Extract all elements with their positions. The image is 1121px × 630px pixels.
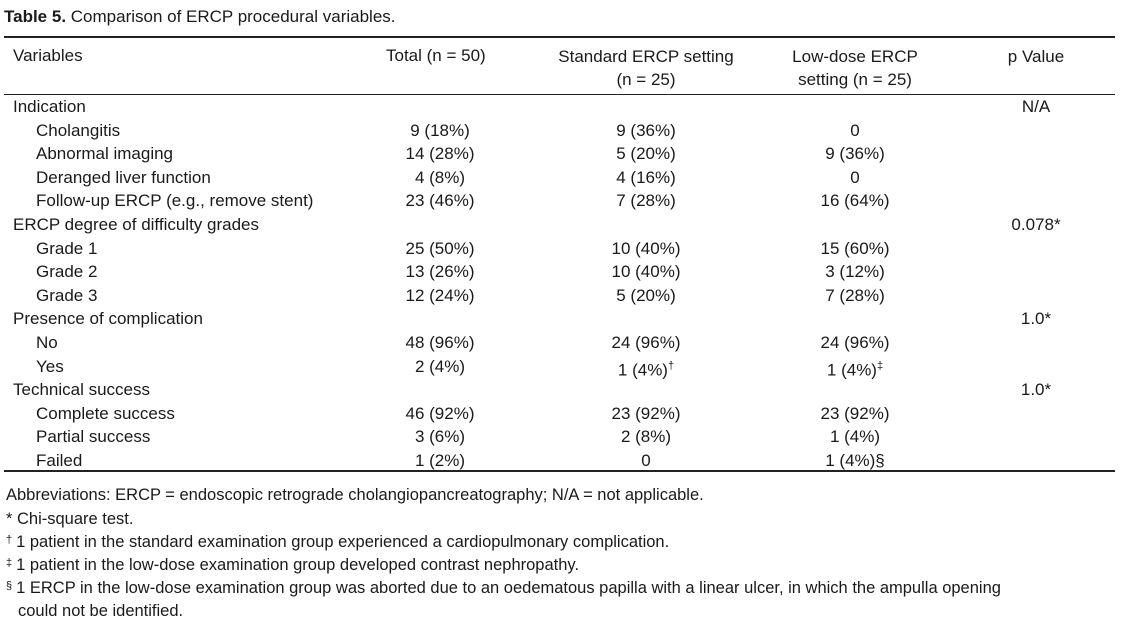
total-cell: 12 (24%) [405, 286, 475, 305]
lowdose-cell: 0 [850, 121, 860, 140]
row-label: Follow-up ERCP (e.g., remove stent) [36, 191, 314, 210]
footnote-symbol: ‡ [6, 557, 13, 569]
lowdose-cell: 24 (96%) [820, 333, 890, 352]
lowdose-cell: 3 (12%) [825, 262, 885, 281]
lowdose-cell: 7 (28%) [825, 286, 885, 305]
total-cell: 3 (6%) [414, 427, 466, 446]
header-variables: Variables [13, 46, 83, 65]
row-label: Grade 1 [36, 239, 98, 258]
table-number: Table 5. [4, 7, 67, 26]
total-cell: 9 (18%) [410, 121, 470, 140]
footnote: ‡ 1 patient in the low-dose examination g… [6, 554, 579, 576]
lowdose-cell: 1 (4%)‡ [826, 360, 884, 380]
total-cell: 23 (46%) [405, 191, 475, 210]
group-label: Technical success [13, 380, 151, 399]
table-title: Comparison of ERCP procedural variables. [66, 7, 396, 26]
total-cell: 14 (28%) [405, 144, 475, 163]
pvalue-cell: N/A [1021, 97, 1051, 116]
footnote: † 1 patient in the standard examination g… [6, 531, 669, 553]
header-standard-line2: (n = 25) [616, 70, 676, 89]
standard-cell: 4 (16%) [616, 168, 676, 187]
header-lowdose-line2: setting (n = 25) [798, 70, 912, 89]
standard-cell: 7 (28%) [616, 191, 676, 210]
group-label: Presence of complication [13, 309, 203, 328]
header-lowdose-line1: Low-dose ERCP [792, 47, 918, 66]
standard-cell: 24 (96%) [611, 333, 681, 352]
header-standard-line1: Standard ERCP setting [558, 47, 734, 66]
standard-cell: 5 (20%) [616, 144, 676, 163]
lowdose-cell: 9 (36%) [825, 144, 885, 163]
pvalue-cell: 0.078* [1011, 215, 1061, 234]
total-cell: 48 (96%) [405, 333, 475, 352]
table-caption: Table 5. Comparison of ERCP procedural v… [4, 7, 396, 27]
footnote-symbol: † [6, 534, 13, 546]
footnote: could not be identified. [18, 600, 183, 622]
standard-cell: 1 (4%)† [617, 360, 675, 380]
top-rule [4, 36, 1115, 38]
header-total: Total (n = 50) [386, 46, 486, 65]
total-cell: 46 (92%) [405, 404, 475, 423]
total-cell: 1 (2%) [414, 451, 466, 470]
row-label: Grade 2 [36, 262, 98, 281]
group-label: ERCP degree of difficulty grades [13, 215, 260, 234]
pvalue-cell: 1.0* [1020, 309, 1052, 328]
footnote: § 1 ERCP in the low-dose examination grou… [6, 577, 1001, 599]
lowdose-cell: 1 (4%)§ [825, 451, 885, 470]
footnote-text: could not be identified. [18, 602, 184, 620]
total-cell: 25 (50%) [405, 239, 475, 258]
header-pvalue: p Value [1007, 47, 1065, 66]
footnote-text: 1 patient in the low-dose examination gr… [16, 556, 580, 574]
row-label: Partial success [36, 427, 151, 446]
standard-cell: 5 (20%) [616, 286, 676, 305]
footnote-text: 1 ERCP in the low-dose examination group… [16, 579, 1001, 597]
footnote-text: 1 patient in the standard examination gr… [16, 533, 670, 551]
row-label: Grade 3 [36, 286, 98, 305]
lowdose-cell: 15 (60%) [820, 239, 890, 258]
lowdose-cell: 16 (64%) [820, 191, 890, 210]
bottom-rule [4, 470, 1115, 472]
lowdose-cell: 0 [850, 168, 860, 187]
row-label: Deranged liver function [36, 168, 211, 187]
total-cell: 2 (4%) [414, 357, 466, 376]
footnote: Abbreviations: ERCP = endoscopic retrogr… [6, 484, 704, 506]
pvalue-cell: 1.0* [1020, 380, 1052, 399]
group-label: Indication [13, 97, 86, 116]
row-label: Yes [36, 357, 64, 376]
standard-cell: 10 (40%) [611, 262, 681, 281]
row-label: Failed [36, 451, 83, 470]
footnote-text: Abbreviations: ERCP = endoscopic retrogr… [6, 486, 704, 504]
lowdose-cell: 23 (92%) [820, 404, 890, 423]
header-rule [4, 94, 1115, 95]
row-label: Complete success [36, 404, 175, 423]
row-label: Abnormal imaging [36, 144, 174, 163]
standard-cell: 23 (92%) [611, 404, 681, 423]
footnote-text: * Chi-square test. [6, 510, 134, 528]
standard-cell: 0 [641, 451, 651, 470]
footnote-mark: ‡ [876, 360, 884, 372]
standard-cell: 9 (36%) [616, 121, 676, 140]
footnote-mark: † [667, 360, 675, 372]
footnote-symbol: § [6, 580, 13, 592]
footnote: * Chi-square test. [6, 508, 133, 530]
standard-cell: 2 (8%) [620, 427, 672, 446]
lowdose-cell: 1 (4%) [829, 427, 881, 446]
total-cell: 13 (26%) [405, 262, 475, 281]
total-cell: 4 (8%) [414, 168, 466, 187]
row-label: Cholangitis [36, 121, 121, 140]
row-label: No [36, 333, 58, 352]
standard-cell: 10 (40%) [611, 239, 681, 258]
